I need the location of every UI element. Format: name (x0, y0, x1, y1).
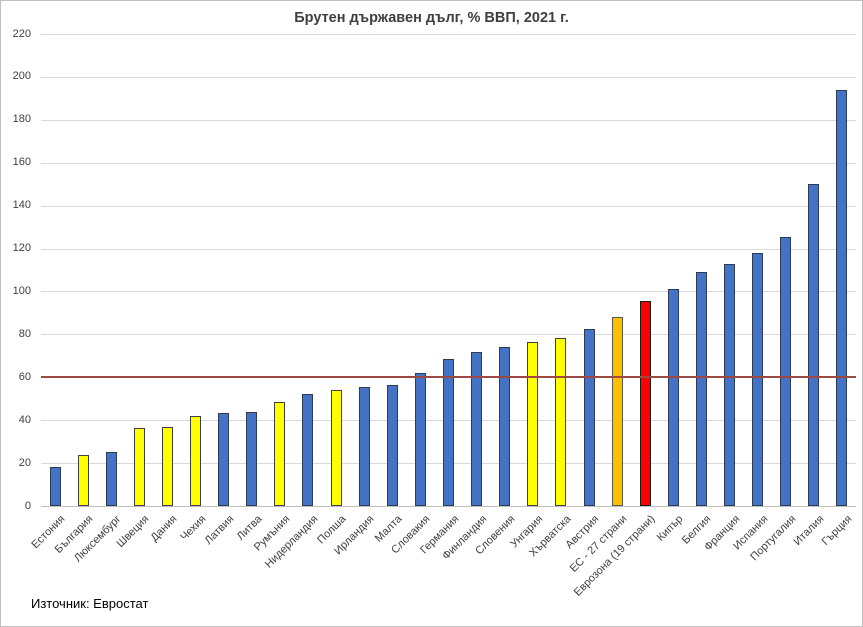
bar-Австрия (583, 329, 595, 506)
bar-Белгия (695, 272, 707, 506)
bar-Словакия (414, 372, 426, 506)
y-axis-tick-label: 20 (18, 456, 31, 469)
bar-Чехия (190, 415, 202, 506)
gridline (41, 291, 856, 293)
bar-Люксембург (105, 452, 117, 506)
x-axis-line (41, 506, 856, 507)
bar-Румъния (274, 401, 286, 506)
bar-Еврозона (19 страни) (639, 301, 651, 506)
bar-Естония (49, 467, 61, 506)
gridline (41, 119, 856, 121)
bar-Португалия (780, 236, 792, 506)
bar-Ирландия (358, 386, 370, 506)
bar-Финландия (471, 351, 483, 506)
bar-Швеция (133, 427, 145, 506)
source-note: Източник: Евростат (31, 596, 149, 611)
bar-Германия (443, 359, 454, 506)
bar-Хърватска (555, 337, 567, 506)
gridline (41, 162, 856, 164)
gridline (41, 248, 856, 250)
y-axis-tick-label: 160 (12, 156, 31, 169)
bar-ЕС - 27 страни (611, 317, 623, 506)
bar-Латвия (218, 412, 230, 506)
bar-Франция (724, 263, 736, 506)
y-axis-tick-label: 100 (12, 284, 31, 297)
gridline (41, 76, 856, 78)
bar-България (77, 454, 89, 506)
gridline (41, 205, 856, 207)
y-axis-tick-label: 40 (18, 413, 31, 426)
reference-line-60 (41, 376, 856, 379)
x-axis-tick-label: Италия (791, 513, 827, 548)
bar-Словения (499, 347, 511, 506)
y-axis-tick-label: 180 (12, 113, 31, 126)
bar-Гърция (836, 89, 848, 506)
bar-Кипър (667, 289, 679, 506)
y-axis-tick-label: 200 (12, 70, 31, 83)
y-axis-tick-label: 120 (12, 242, 31, 255)
y-axis-tick-label: 140 (12, 199, 31, 212)
y-axis-tick-label: 60 (18, 370, 31, 383)
y-axis-tick-label: 220 (12, 27, 31, 40)
bar-Нидерландия (302, 394, 314, 506)
bar-Унгария (527, 341, 539, 506)
bar-Литва (246, 411, 258, 506)
bar-Малта (386, 384, 398, 506)
bar-Полша (330, 390, 342, 506)
x-axis-tick-label: Латвия (202, 513, 237, 547)
bar-Испания (752, 252, 764, 506)
y-axis-tick-label: 80 (18, 327, 31, 340)
chart-title: Брутен държавен дълг, % ВВП, 2021 г. (294, 10, 569, 26)
x-axis-tick-label: Гърция (819, 513, 855, 548)
bar-Италия (808, 184, 820, 506)
x-axis-tick-label: Дания (149, 513, 180, 544)
gridline (41, 34, 856, 35)
gridline (41, 334, 856, 336)
y-axis-tick-label: 0 (24, 499, 31, 512)
bar-Дания (161, 426, 173, 506)
